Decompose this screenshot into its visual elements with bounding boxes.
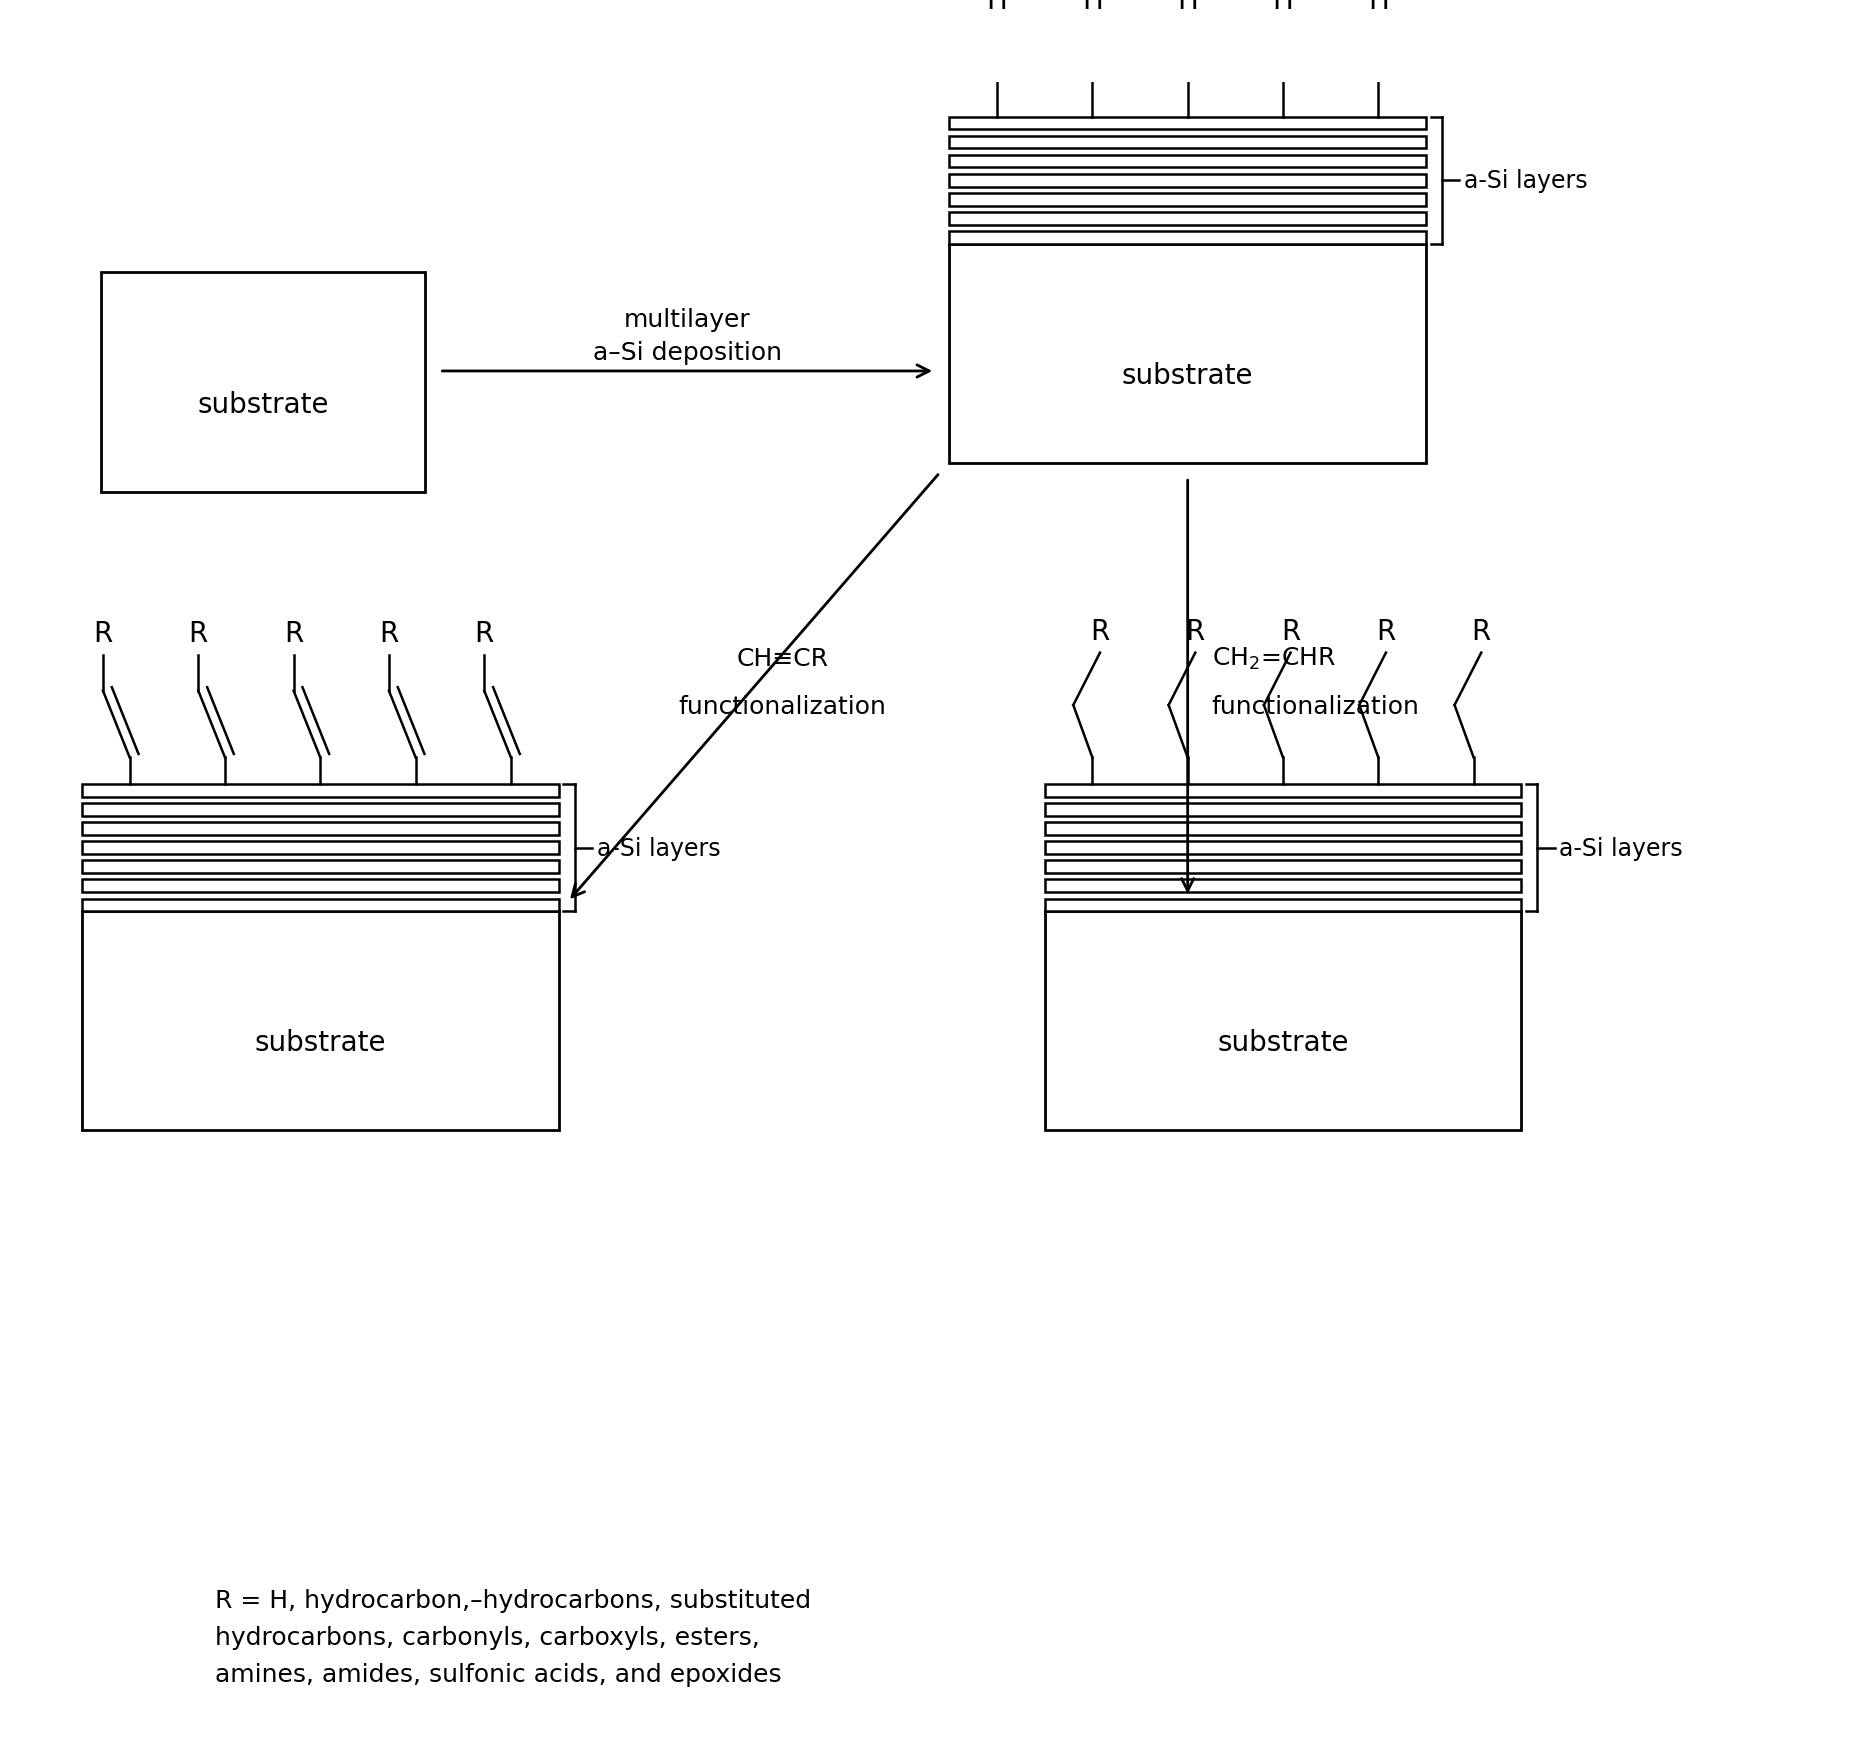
Polygon shape xyxy=(1043,841,1521,854)
Polygon shape xyxy=(1043,912,1521,1131)
Polygon shape xyxy=(1043,785,1521,797)
Polygon shape xyxy=(950,118,1425,131)
Text: R: R xyxy=(94,619,112,647)
Text: H: H xyxy=(1081,0,1101,14)
Polygon shape xyxy=(1043,804,1521,817)
Text: H: H xyxy=(1272,0,1292,14)
Polygon shape xyxy=(82,785,558,797)
Text: R: R xyxy=(474,619,494,647)
Text: a–Si deposition: a–Si deposition xyxy=(592,340,781,365)
Polygon shape xyxy=(101,273,425,492)
Text: R: R xyxy=(1090,617,1109,646)
Text: H: H xyxy=(1176,0,1197,14)
Text: functionalization: functionalization xyxy=(678,695,886,718)
Text: R: R xyxy=(1186,617,1204,646)
Polygon shape xyxy=(82,880,558,893)
Polygon shape xyxy=(82,900,558,912)
Polygon shape xyxy=(82,861,558,873)
Polygon shape xyxy=(950,213,1425,226)
Text: R: R xyxy=(189,619,208,647)
Text: a-Si layers: a-Si layers xyxy=(596,836,719,861)
Polygon shape xyxy=(950,138,1425,150)
Text: substrate: substrate xyxy=(197,390,328,418)
Text: R: R xyxy=(1375,617,1395,646)
Text: H: H xyxy=(1367,0,1388,14)
Text: a-Si layers: a-Si layers xyxy=(1463,169,1586,194)
Text: H: H xyxy=(985,0,1008,14)
Text: R = H, hydrocarbon,–hydrocarbons, substituted
hydrocarbons, carbonyls, carboxyls: R = H, hydrocarbon,–hydrocarbons, substi… xyxy=(215,1588,811,1686)
Text: a-Si layers: a-Si layers xyxy=(1558,836,1682,861)
Polygon shape xyxy=(1043,900,1521,912)
Polygon shape xyxy=(82,804,558,817)
Polygon shape xyxy=(1043,861,1521,873)
Text: R: R xyxy=(1470,617,1491,646)
Polygon shape xyxy=(82,841,558,854)
Polygon shape xyxy=(950,245,1425,464)
Polygon shape xyxy=(82,912,558,1131)
Polygon shape xyxy=(950,194,1425,206)
Text: substrate: substrate xyxy=(1122,362,1253,390)
Polygon shape xyxy=(82,822,558,834)
Text: R: R xyxy=(378,619,399,647)
Polygon shape xyxy=(950,233,1425,245)
Polygon shape xyxy=(1043,822,1521,834)
Text: CH≡CR: CH≡CR xyxy=(736,647,828,670)
Text: substrate: substrate xyxy=(255,1028,386,1057)
Polygon shape xyxy=(950,175,1425,187)
Text: functionalization: functionalization xyxy=(1210,695,1418,718)
Text: multilayer: multilayer xyxy=(624,307,751,332)
Polygon shape xyxy=(950,155,1425,168)
Polygon shape xyxy=(1043,880,1521,893)
Text: CH$_2$=CHR: CH$_2$=CHR xyxy=(1210,646,1335,672)
Text: substrate: substrate xyxy=(1217,1028,1349,1057)
Text: R: R xyxy=(1281,617,1300,646)
Text: R: R xyxy=(285,619,303,647)
